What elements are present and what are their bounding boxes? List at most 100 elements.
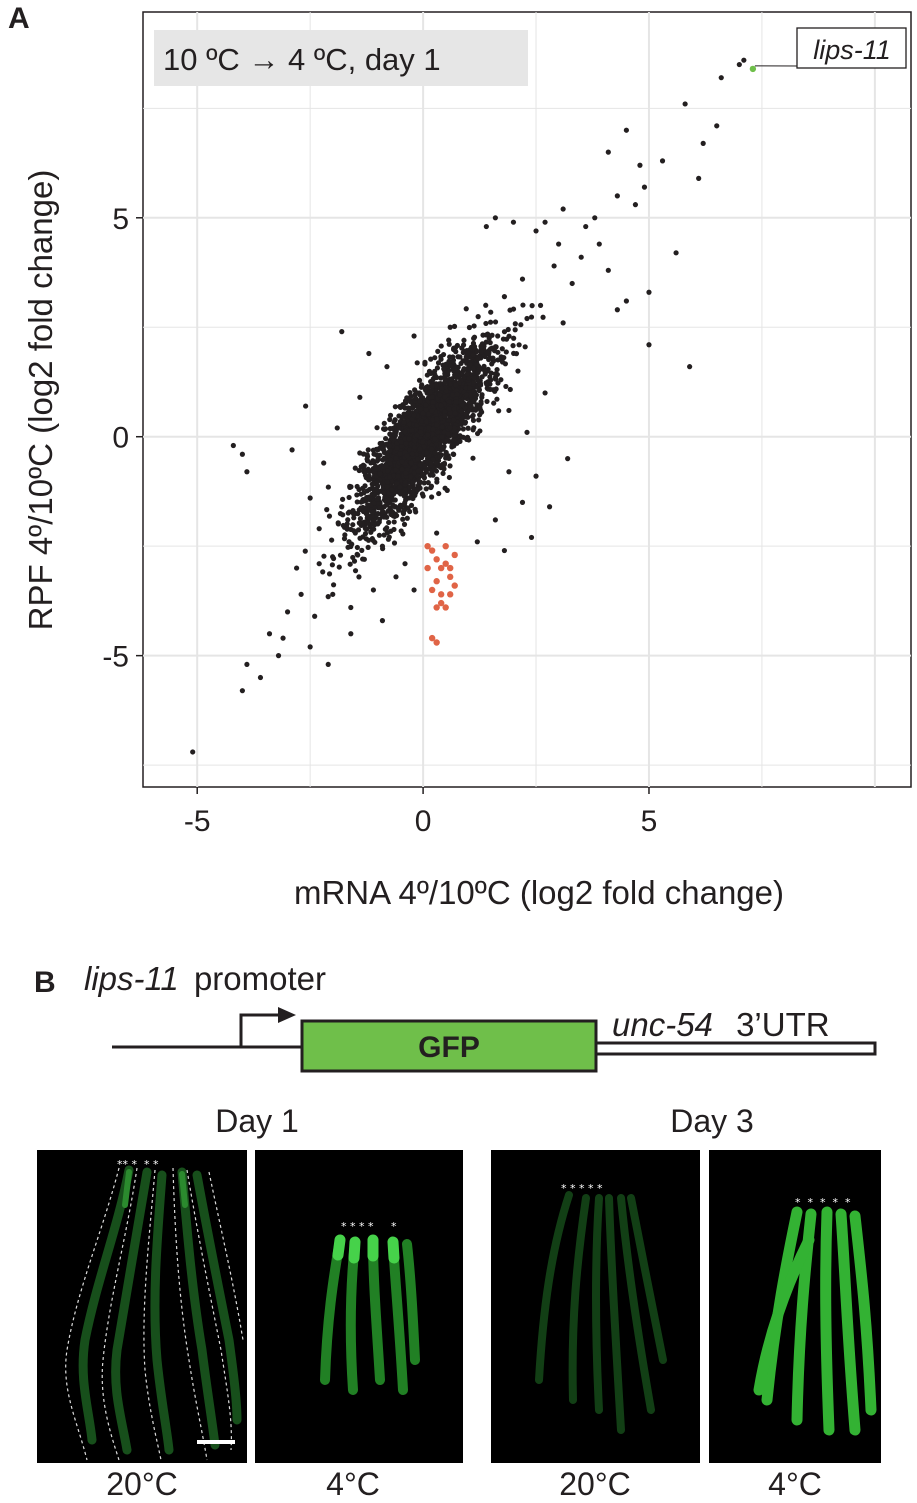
promoter-arrow-icon <box>241 1015 282 1047</box>
data-point <box>358 516 363 521</box>
data-point <box>750 66 756 72</box>
data-point <box>489 333 494 338</box>
data-point <box>529 314 534 319</box>
data-point <box>424 419 429 424</box>
data-point <box>353 511 358 516</box>
data-point <box>484 380 489 385</box>
data-point <box>450 354 455 359</box>
data-point <box>433 604 439 610</box>
data-point <box>425 432 430 437</box>
data-point <box>466 426 471 431</box>
data-point <box>434 422 439 427</box>
data-point <box>556 241 561 246</box>
data-point <box>364 512 369 517</box>
data-point <box>380 457 385 462</box>
data-point <box>488 377 493 382</box>
data-point <box>458 434 463 439</box>
data-point <box>475 539 480 544</box>
data-point <box>386 520 391 525</box>
data-point <box>448 363 453 368</box>
data-point <box>392 540 397 545</box>
data-point <box>530 303 535 308</box>
data-point <box>520 276 525 281</box>
data-point <box>453 383 458 388</box>
data-point <box>385 479 390 484</box>
data-point <box>447 399 452 404</box>
data-point <box>350 555 355 560</box>
data-point <box>561 320 566 325</box>
data-point <box>701 141 706 146</box>
data-point <box>511 220 516 225</box>
data-point <box>374 521 379 526</box>
data-point <box>406 405 411 410</box>
data-point <box>419 419 424 424</box>
data-point <box>392 431 397 436</box>
data-point <box>367 496 372 501</box>
data-point <box>331 582 336 587</box>
data-point <box>453 345 458 350</box>
data-point <box>471 413 476 418</box>
data-point <box>326 662 331 667</box>
data-point <box>258 675 263 680</box>
data-point <box>714 123 719 128</box>
data-point <box>502 548 507 553</box>
data-point <box>524 316 529 321</box>
data-point <box>303 549 308 554</box>
utr-gene-name: unc-54 <box>612 1006 713 1043</box>
data-point <box>402 508 407 513</box>
data-point <box>438 403 443 408</box>
data-point <box>400 490 405 495</box>
micrograph-day3-20c: * * * * * <box>491 1150 700 1463</box>
data-point <box>361 469 366 474</box>
data-point <box>348 562 353 567</box>
data-point <box>341 523 346 528</box>
data-point <box>399 467 404 472</box>
data-point <box>439 343 444 348</box>
data-point <box>403 471 408 476</box>
data-point <box>403 429 408 434</box>
data-point <box>359 548 364 553</box>
data-point <box>533 474 538 479</box>
data-point <box>506 469 511 474</box>
data-point <box>646 290 651 295</box>
data-point <box>432 465 437 470</box>
data-point <box>472 335 477 340</box>
data-point <box>461 342 466 347</box>
data-point <box>615 307 620 312</box>
day1-label: Day 1 <box>157 1103 357 1140</box>
gene-construct-diagram: lips-11 promoter GFP unc-54 3’UTR <box>0 950 917 1090</box>
data-point <box>520 500 525 505</box>
data-point <box>377 533 382 538</box>
data-point <box>386 497 391 502</box>
data-point <box>387 443 392 448</box>
data-point <box>396 425 401 430</box>
data-point <box>429 587 435 593</box>
data-point <box>411 492 416 497</box>
data-point <box>422 464 427 469</box>
data-point <box>507 308 512 313</box>
data-point <box>321 554 326 559</box>
data-point <box>348 631 353 636</box>
data-point <box>382 427 387 432</box>
data-point <box>432 436 437 441</box>
data-point <box>429 446 434 451</box>
data-point <box>366 447 371 452</box>
data-point <box>476 417 481 422</box>
data-point <box>683 101 688 106</box>
data-point <box>542 220 547 225</box>
data-point <box>391 473 396 478</box>
data-point <box>447 463 452 468</box>
data-point <box>371 460 376 465</box>
data-point <box>420 440 425 445</box>
data-point <box>429 547 435 553</box>
y-axis-label: RPF 4º/10ºC (log2 fold change) <box>22 170 59 631</box>
data-point <box>372 492 377 497</box>
data-point <box>366 521 371 526</box>
worm-head-markers: * * * * * <box>795 1196 851 1209</box>
data-point <box>433 578 439 584</box>
data-point <box>361 490 366 495</box>
data-point <box>467 385 472 390</box>
data-point <box>413 509 418 514</box>
data-point <box>285 609 290 614</box>
data-point <box>430 394 435 399</box>
